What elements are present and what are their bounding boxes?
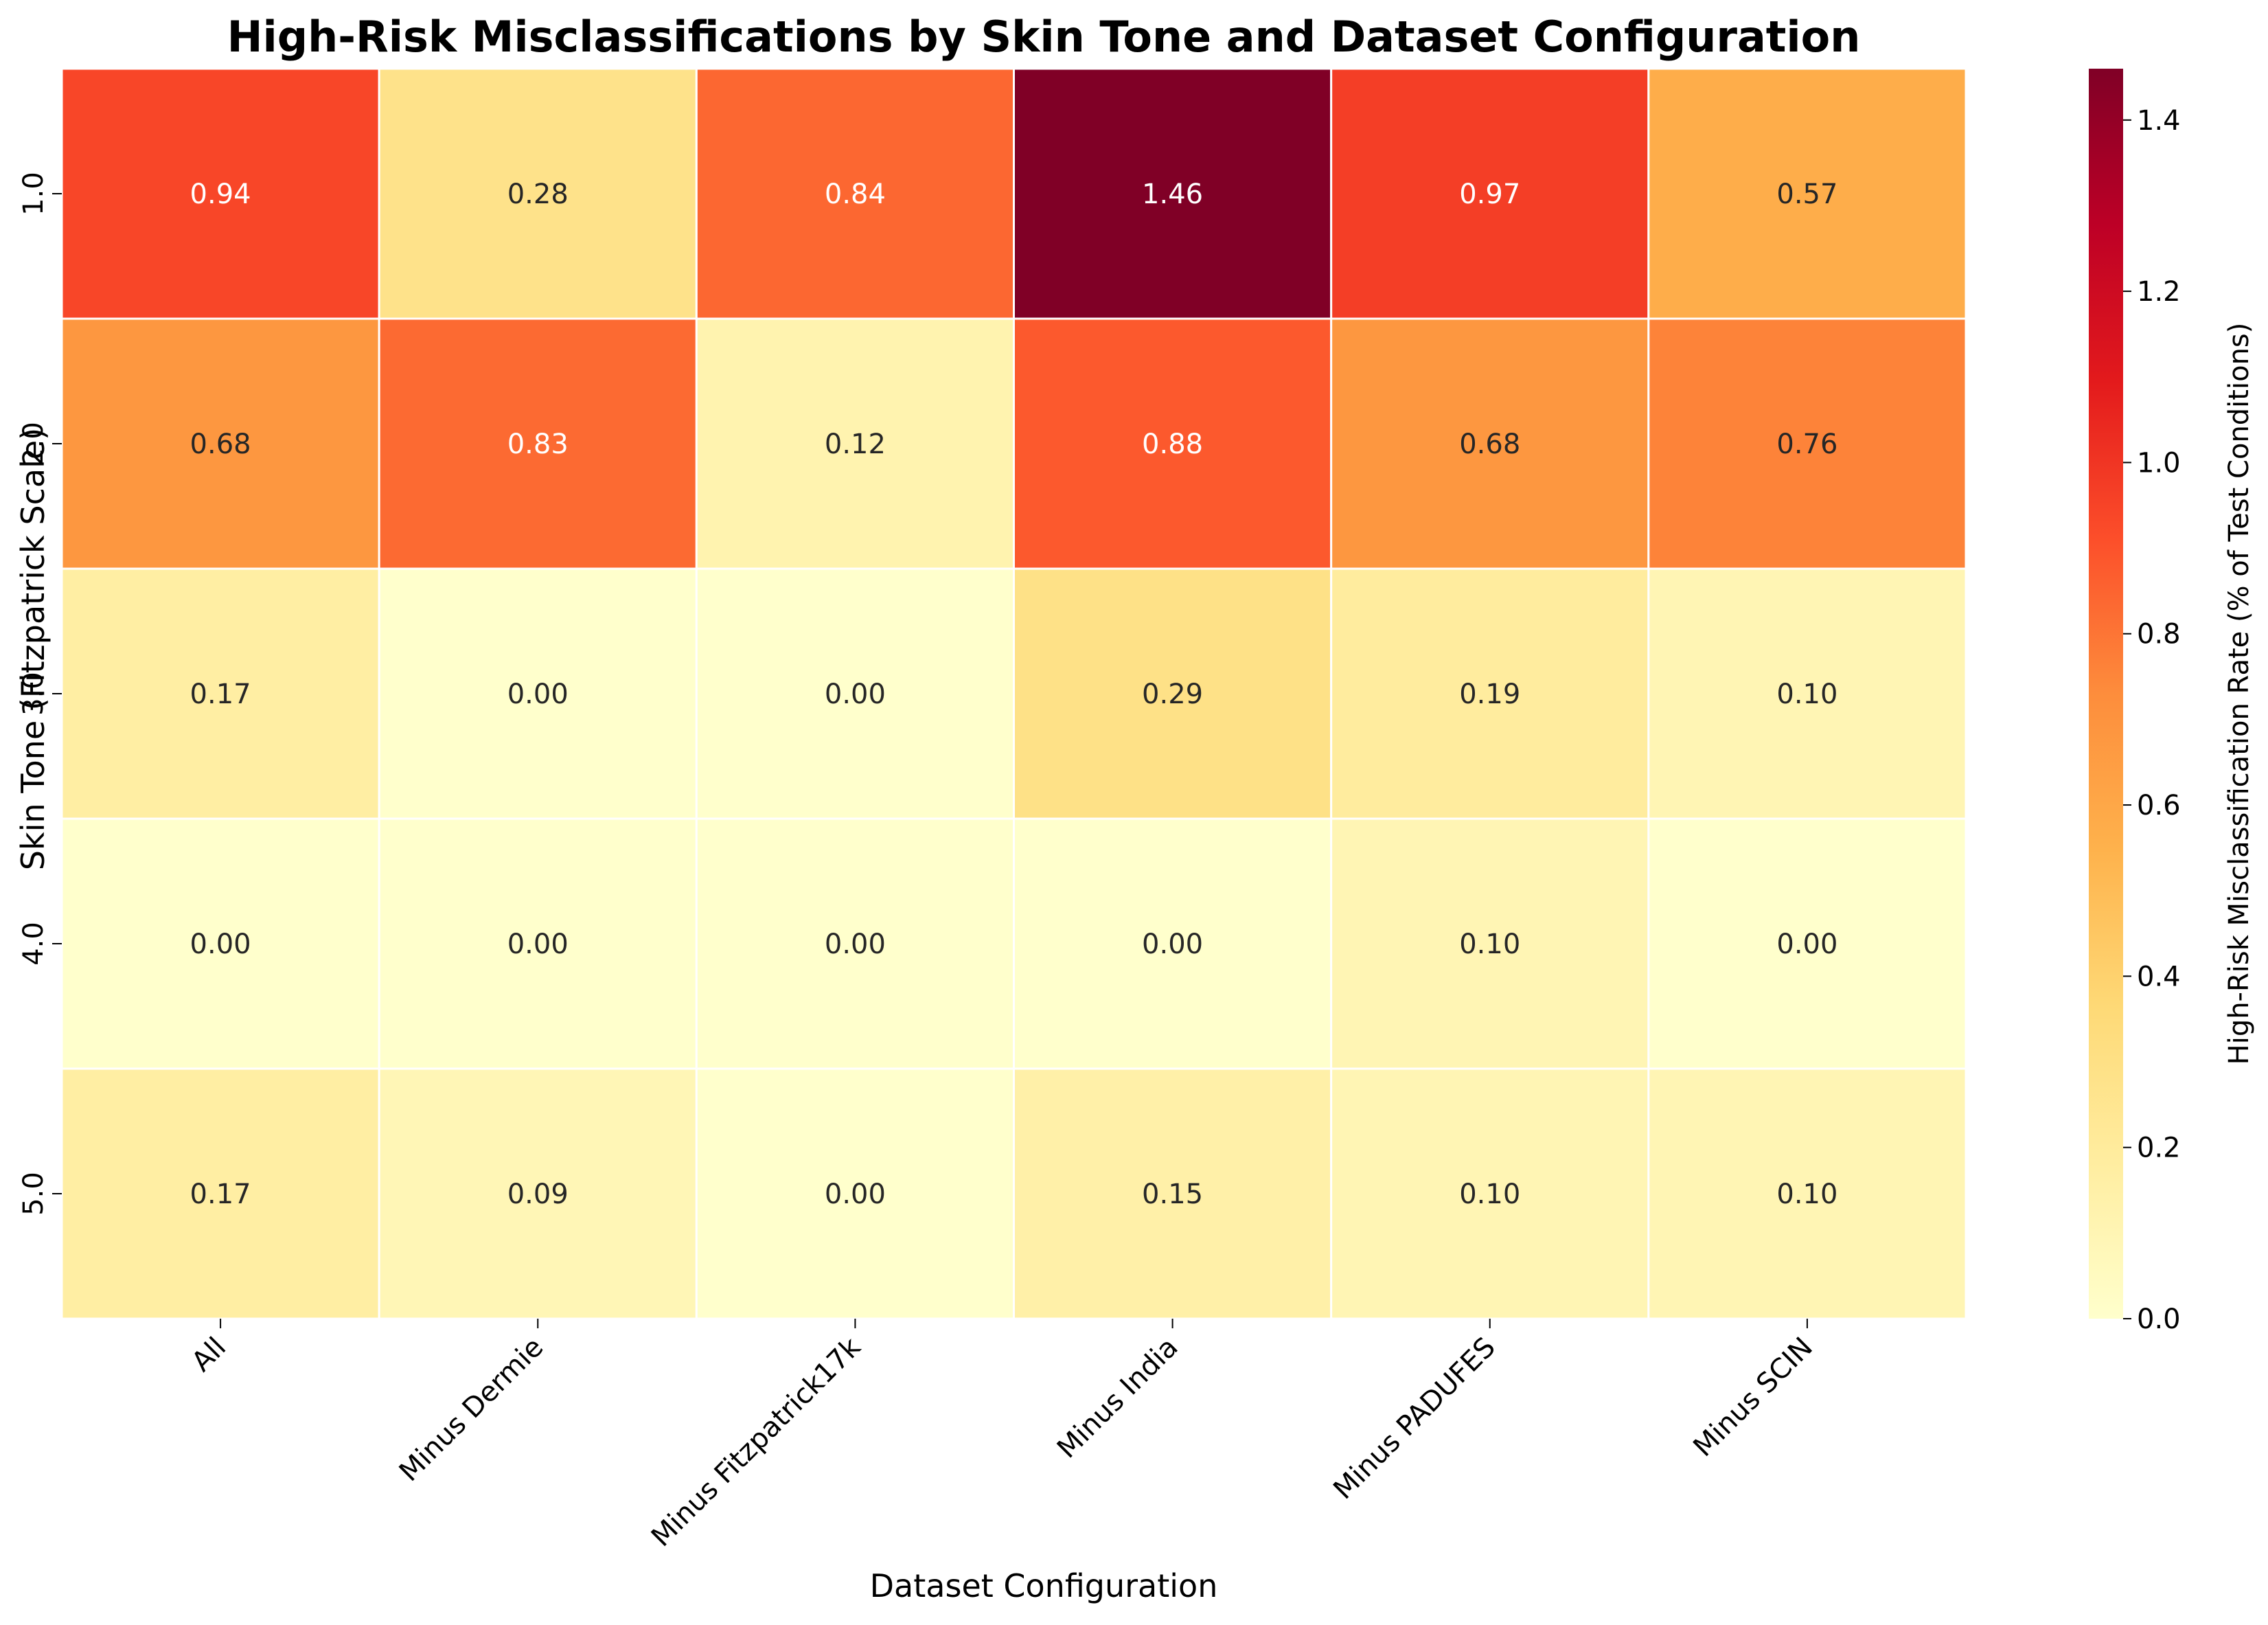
heatmap-cell: [1647, 317, 1967, 570]
colorbar-tick-label: 0.6: [2137, 790, 2181, 821]
cell-value-label: 0.00: [507, 679, 569, 710]
cell-value-label: 0.10: [1776, 679, 1837, 710]
cell-value-label: 0.28: [507, 179, 569, 210]
cell-value-label: 0.12: [825, 429, 886, 460]
colorbar-tick-label: 0.8: [2137, 619, 2181, 650]
cell-value-label: 0.17: [190, 679, 251, 710]
colorbar-tick-label: 1.0: [2137, 447, 2181, 479]
cell-value-label: 0.00: [1776, 929, 1837, 960]
heatmap-cell: [1330, 567, 1650, 820]
cell-value-label: 0.68: [190, 429, 251, 460]
heatmap-cell: [1647, 817, 1967, 1070]
heatmap-cell: [60, 1067, 380, 1320]
x-tick-label: Minus SCIN: [1687, 1332, 1819, 1464]
cell-value-label: 0.57: [1776, 179, 1837, 210]
x-axis-label: Dataset Configuration: [870, 1567, 1218, 1604]
x-tick-label: Minus PADUFES: [1327, 1332, 1502, 1506]
colorbar-tick-label: 0.2: [2137, 1133, 2181, 1164]
heatmap-cell: [378, 317, 698, 570]
heatmap-cell: [695, 817, 1015, 1070]
heatmap-cell: [378, 817, 698, 1070]
heatmap-cell: [378, 567, 698, 820]
y-axis-ticks: 1.0 2.0 3.0 4.0 5.0: [18, 172, 62, 1216]
x-tick-label: Minus India: [1051, 1332, 1184, 1465]
cell-value-label: 0.00: [825, 929, 886, 960]
colorbar-label: High-Risk Misclassification Rate (% of T…: [2223, 323, 2255, 1065]
heatmap-cell: [378, 67, 698, 320]
cell-value-label: 0.15: [1142, 1179, 1203, 1210]
y-tick-label: 5.0: [18, 1172, 49, 1216]
cell-value-label: 0.83: [507, 429, 569, 460]
y-axis-label: Skin Tone (Fitzpatrick Scale): [14, 428, 51, 870]
cell-value-label: 0.76: [1776, 429, 1837, 460]
heatmap-cell: [695, 567, 1015, 820]
cell-value-label: 0.17: [190, 1179, 251, 1210]
heatmap-cell: [60, 817, 380, 1070]
cell-value-label: 0.10: [1776, 1179, 1837, 1210]
cell-value-label: 0.10: [1459, 1179, 1520, 1210]
heatmap-cells: 0.94 0.28 0.84 1.46 0.97 0.57 0.68 0.83 0.12 0.88…: [60, 67, 1967, 1320]
heatmap-cell: [695, 1067, 1015, 1320]
colorbar-gradient: [2089, 69, 2123, 1319]
cell-value-label: 0.00: [190, 929, 251, 960]
colorbar-tick-label: 0.4: [2137, 961, 2181, 992]
x-axis-ticks: All Minus Dermie Minus Fitzpatrick17k Minus…: [186, 1319, 1819, 1553]
heatmap-cell: [1330, 67, 1650, 320]
cell-value-label: 0.88: [1142, 429, 1203, 460]
heatmap-cell: [1013, 67, 1333, 320]
y-tick-label: 3.0: [18, 672, 49, 716]
heatmap-cell: [1330, 817, 1650, 1070]
cell-value-label: 1.46: [1142, 179, 1203, 210]
colorbar-tick-label: 1.2: [2137, 276, 2181, 308]
heatmap-cell: [1647, 567, 1967, 820]
cell-value-label: 0.94: [190, 179, 251, 210]
x-tick-label: All: [186, 1332, 233, 1378]
heatmap-cell: [1013, 567, 1333, 820]
cell-value-label: 0.97: [1459, 179, 1520, 210]
x-tick-label: Minus Dermie: [393, 1332, 550, 1488]
cell-value-label: 0.84: [825, 179, 886, 210]
cell-value-label: 0.09: [507, 1179, 569, 1210]
cell-value-label: 0.10: [1459, 929, 1520, 960]
heatmap-cell: [60, 67, 380, 320]
colorbar-tick-label: 0.0: [2137, 1304, 2181, 1335]
colorbar: 0.0 0.2 0.4 0.6 0.8 1.0 1.2 1.4: [2089, 69, 2181, 1335]
heatmap-cell: [695, 67, 1015, 320]
cell-value-label: 0.29: [1142, 679, 1203, 710]
heatmap-cell: [60, 567, 380, 820]
cell-value-label: 0.00: [507, 929, 569, 960]
y-tick-label: 1.0: [18, 172, 49, 216]
cell-value-label: 0.68: [1459, 429, 1520, 460]
heatmap-cell: [1013, 317, 1333, 570]
y-tick-label: 2.0: [18, 422, 49, 466]
cell-value-label: 0.19: [1459, 679, 1520, 710]
cell-value-label: 0.00: [825, 1179, 886, 1210]
heatmap-cell: [1013, 817, 1333, 1070]
y-tick-label: 4.0: [18, 922, 49, 966]
heatmap-cell: [1013, 1067, 1333, 1320]
heatmap-cell: [1647, 67, 1967, 320]
heatmap-cell: [1647, 1067, 1967, 1320]
chart-title: High-Risk Misclassifications by Skin Ton…: [227, 12, 1861, 62]
cell-value-label: 0.00: [825, 679, 886, 710]
x-tick-label: Minus Fitzpatrick17k: [645, 1331, 867, 1553]
cell-value-label: 0.00: [1142, 929, 1203, 960]
heatmap-cell: [1330, 1067, 1650, 1320]
colorbar-tick-label: 1.4: [2137, 105, 2181, 137]
